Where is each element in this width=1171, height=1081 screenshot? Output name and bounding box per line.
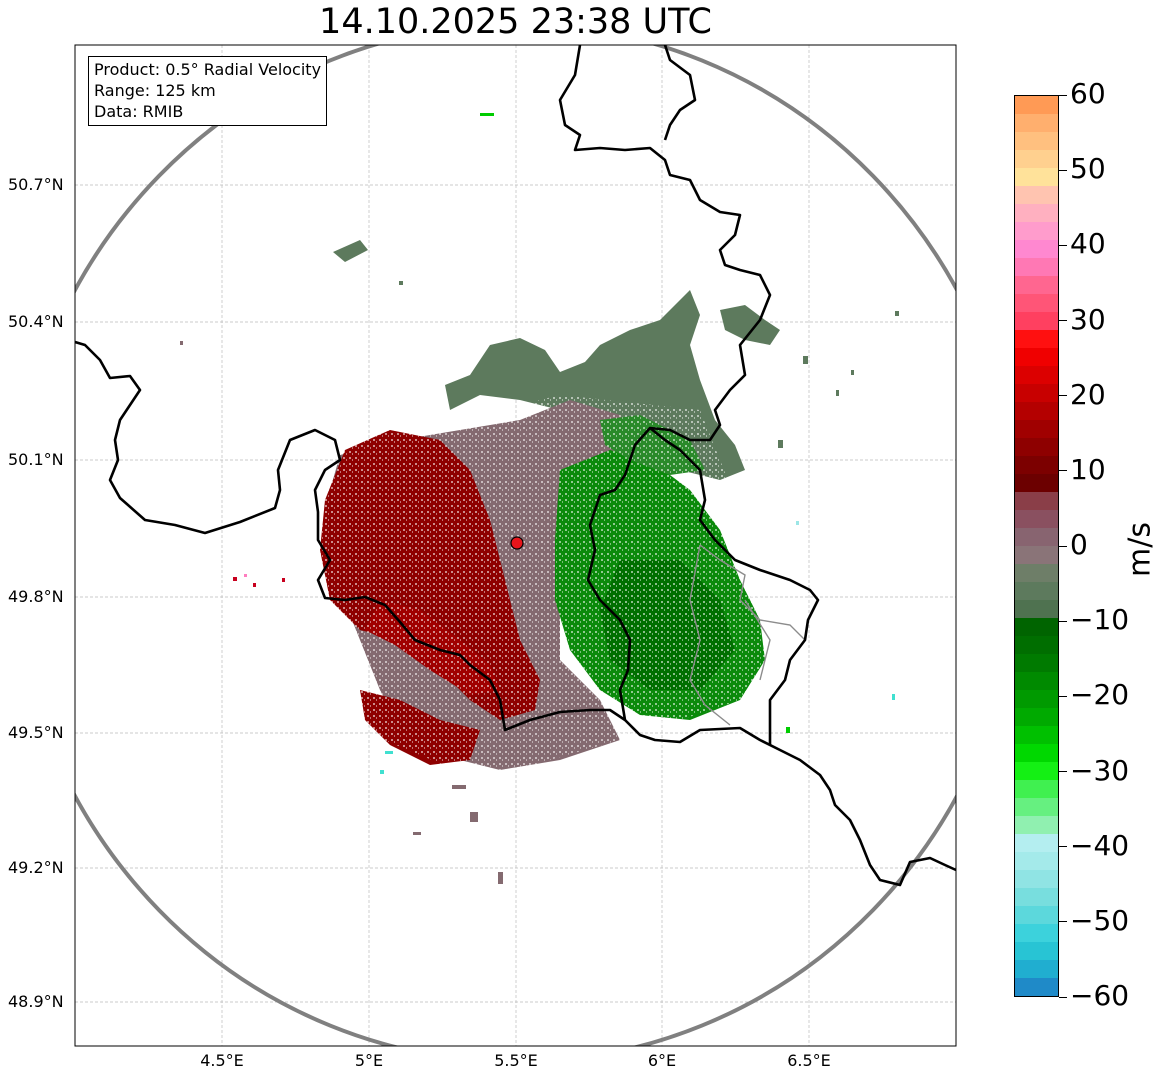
colorbar-tick (1059, 545, 1067, 547)
colorbar-unit-label: m/s (1122, 522, 1158, 577)
echo-northeast-clutter (720, 305, 780, 345)
radar-echoes (180, 113, 899, 884)
colorbar-tick (1059, 169, 1067, 171)
lon-label: 5.5°E (494, 1051, 538, 1070)
colorbar-tick-label: 60 (1070, 77, 1106, 110)
lat-label: 50.4°N (8, 312, 64, 331)
colorbar-tick-label: 30 (1070, 302, 1106, 336)
colorbar-tick (1059, 620, 1067, 622)
lon-label: 4.5°E (200, 1051, 244, 1070)
info-data-source: Data: RMIB (94, 102, 184, 121)
colorbar-tick-label: 40 (1070, 227, 1106, 261)
info-box: Product: 0.5° Radial Velocity Range: 125… (88, 56, 328, 126)
border-belgium-lux-germany (558, 45, 772, 721)
colorbar-tick-label: −30 (1070, 753, 1130, 787)
info-range: Range: 125 km (94, 81, 216, 100)
colorbar-tick-label: −40 (1070, 828, 1130, 862)
colorbar-tick-label: 20 (1070, 377, 1106, 411)
lat-label: 48.9°N (8, 992, 64, 1011)
colorbar-tick (1059, 94, 1067, 96)
colorbar-tick (1059, 470, 1067, 472)
lat-label: 50.1°N (8, 450, 64, 469)
radar-site-marker[interactable] (510, 536, 524, 550)
colorbar-tick (1059, 320, 1067, 321)
map-title: 14.10.2025 23:38 UTC (319, 2, 712, 42)
colorbar-tick-label: −20 (1070, 678, 1130, 712)
colorbar-tick-label: 50 (1070, 152, 1106, 186)
border-lux-germany-east (649, 426, 820, 745)
colorbar-tick (1059, 695, 1067, 697)
info-product: Product: 0.5° Radial Velocity (94, 60, 322, 79)
colorbar-tick-label: 0 (1070, 528, 1088, 561)
border-france-belgium-west (75, 340, 956, 887)
border-germany-north (663, 45, 697, 141)
colorbar-tick-label: −10 (1070, 603, 1130, 637)
lon-label: 6°E (647, 1051, 677, 1070)
colorbar-tick (1059, 244, 1067, 246)
district-boundaries (689, 544, 806, 726)
echo-north-speck (333, 240, 368, 262)
velocity-colorbar (1014, 95, 1059, 997)
lon-label: 6.5°E (787, 1051, 831, 1070)
colorbar-tick (1059, 395, 1067, 397)
lon-label: 5°E (354, 1051, 384, 1070)
colorbar-tick-label: −50 (1070, 903, 1130, 937)
colorbar-tick-label: −60 (1070, 979, 1130, 1012)
lat-label: 49.2°N (8, 858, 64, 877)
country-borders (75, 45, 956, 887)
lat-label: 50.7°N (8, 175, 64, 194)
plot-frame (74, 44, 957, 1047)
colorbar-tick (1059, 846, 1067, 848)
colorbar-tick (1059, 921, 1067, 923)
lat-label: 49.5°N (8, 723, 64, 742)
colorbar-tick (1059, 996, 1067, 998)
lat-label: 49.8°N (8, 587, 64, 606)
colorbar-tick (1059, 771, 1067, 772)
colorbar-tick-label: 10 (1070, 452, 1106, 486)
